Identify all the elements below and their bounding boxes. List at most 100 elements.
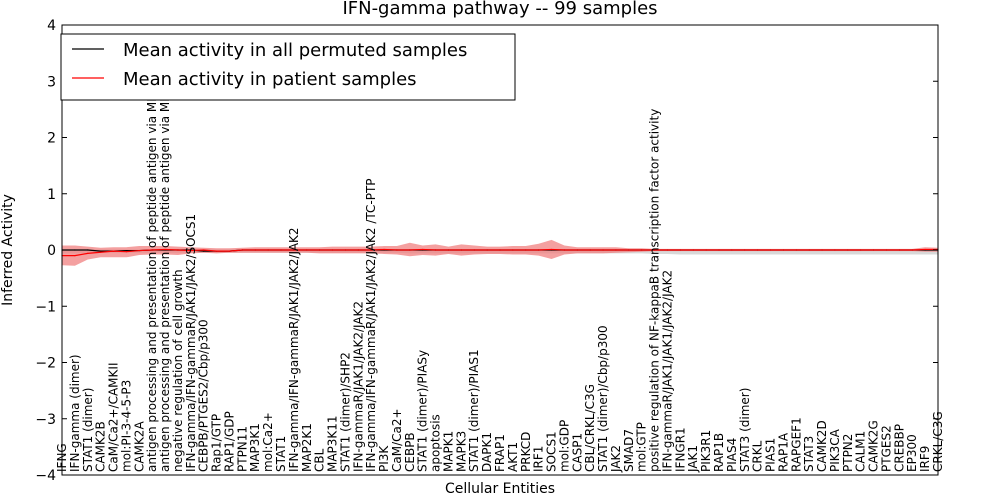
point-patient: [744, 249, 746, 251]
point-patient: [872, 249, 875, 251]
chart-title: IFN-gamma pathway -- 99 samples: [342, 0, 657, 19]
point-patient: [164, 248, 166, 251]
point-patient: [589, 249, 591, 251]
point-patient: [679, 249, 681, 251]
x-tick-label: PIAS4: [725, 438, 739, 472]
point-patient: [499, 249, 501, 251]
y-tick-label: −4: [35, 468, 56, 484]
x-tick-label: CAMK2G: [867, 420, 881, 472]
x-tick-label: CASP1: [570, 433, 584, 472]
x-tick-label: apoptosis: [429, 414, 443, 472]
point-patient: [615, 249, 617, 251]
x-tick-label: mol:PI-3-4-5-P3: [119, 380, 133, 472]
point-patient: [628, 249, 630, 251]
point-patient: [473, 249, 475, 251]
point-patient: [100, 251, 102, 253]
x-tick-label: positive regulation of NF-kappaB transcr…: [648, 109, 662, 472]
band-patient: [62, 239, 938, 266]
x-tick-label: STAT1 (dimer): [81, 388, 95, 472]
y-tick-label: 4: [47, 18, 56, 34]
legend: Mean activity in all permuted samples Me…: [60, 33, 516, 101]
point-patient: [344, 249, 347, 251]
y-axis: −4 −3 −2 −1 0 1 2 3 4: [35, 18, 938, 484]
x-tick-label: PTPN11: [235, 426, 249, 472]
point-patient: [370, 249, 372, 251]
x-tick-label: STAT1 (dimer)/PIAS1: [467, 349, 481, 472]
x-tick-label: IFN-gammaR/JAK1/JAK2/JAK2: [351, 301, 365, 472]
point-permuted: [74, 249, 76, 251]
x-tick-label: STAT1 (dimer)/SHP2: [338, 352, 352, 472]
point-patient: [447, 249, 450, 251]
x-tick-label: MAP3K11: [326, 415, 340, 472]
point-permuted: [125, 249, 128, 252]
x-tick-label: IRF1: [532, 446, 546, 472]
point-patient: [705, 249, 707, 251]
point-patient: [125, 251, 128, 253]
x-tick-label: antigen processing and presentation of p…: [145, 43, 159, 472]
x-tick-label: CAMK2A: [132, 421, 146, 472]
x-tick-label: CAMK2B: [94, 421, 108, 472]
x-tick-label: CALM1: [854, 431, 868, 472]
point-patient: [512, 249, 514, 251]
bands-layer: [62, 239, 938, 266]
y-tick-label: −2: [35, 356, 56, 372]
point-permuted: [100, 250, 102, 252]
y-tick-label: −1: [35, 299, 56, 315]
point-patient: [87, 252, 89, 254]
point-patient: [821, 249, 823, 251]
legend-label-patient: Mean activity in patient samples: [123, 69, 417, 90]
x-tick-label: SMAD7: [622, 429, 636, 472]
x-tick-label: EP300: [905, 434, 919, 472]
x-tick-label: IFN-gamma/IFN-gammaR/JAK1/JAK2/JAK2 /TC-…: [364, 178, 378, 472]
point-patient: [280, 249, 282, 251]
x-tick-label: CEBPB/PTGES2/Cbp/p300: [197, 319, 211, 472]
x-tick-label: CBL: [313, 448, 327, 472]
x-tick-label: CaM/Ca2+/CAMKII: [107, 363, 121, 472]
point-patient: [228, 250, 231, 252]
point-patient: [795, 249, 797, 251]
x-tick-label: CaM/Ca2+: [390, 408, 404, 472]
y-tick-label: 1: [47, 187, 56, 203]
point-patient: [731, 249, 733, 251]
x-tick-label: antigen processing and presentation of p…: [158, 40, 172, 472]
point-patient: [808, 249, 810, 251]
point-patient: [885, 249, 888, 251]
x-tick-label: negative regulation of cell growth: [171, 269, 185, 472]
point-patient: [525, 249, 527, 251]
x-tick-label: STAT3 (dimer): [738, 388, 752, 472]
point-patient: [177, 249, 179, 251]
point-patient: [422, 248, 424, 251]
point-patient: [898, 249, 900, 251]
point-patient: [757, 249, 759, 251]
x-tick-label: STAT3: [802, 436, 816, 472]
x-tick-label: MAPK1: [441, 431, 455, 472]
x-tick-label: Rap1/GTP: [210, 414, 224, 472]
point-permuted: [203, 250, 205, 252]
x-tick-label: RAP1/GDP: [222, 411, 236, 472]
point-patient: [718, 249, 720, 251]
x-tick-label: RAP1B: [712, 433, 726, 472]
point-patient: [486, 249, 488, 251]
y-tick-label: 3: [47, 74, 56, 90]
point-patient: [860, 249, 862, 251]
point-patient: [641, 249, 643, 251]
point-patient: [409, 249, 411, 251]
point-patient: [847, 249, 849, 251]
point-patient: [692, 249, 694, 251]
x-tick-label: STAT1 (dimer)/PIASy: [416, 350, 430, 472]
x-tick-label: CEBPB: [403, 432, 417, 472]
x-tick-label: DAPK1: [480, 432, 494, 472]
x-tick-label: IFN-gamma (dimer): [68, 354, 82, 472]
x-tick-label: IFN-gamma/IFN-gammaR/JAK1/JAK2/JAK2: [287, 227, 301, 472]
x-tick-label: PTPN2: [841, 434, 855, 472]
point-patient: [563, 249, 566, 251]
point-patient: [241, 249, 243, 251]
x-tick-label: MAP3K1: [248, 423, 262, 472]
point-patient: [550, 248, 553, 251]
x-tick-label: FRAP1: [493, 434, 507, 472]
point-patient: [538, 249, 540, 251]
point-patient: [434, 249, 437, 251]
y-tick-label: 2: [47, 131, 56, 147]
x-tick-label: CRKL: [751, 440, 765, 472]
x-tick-label: PIK3CA: [828, 428, 842, 472]
